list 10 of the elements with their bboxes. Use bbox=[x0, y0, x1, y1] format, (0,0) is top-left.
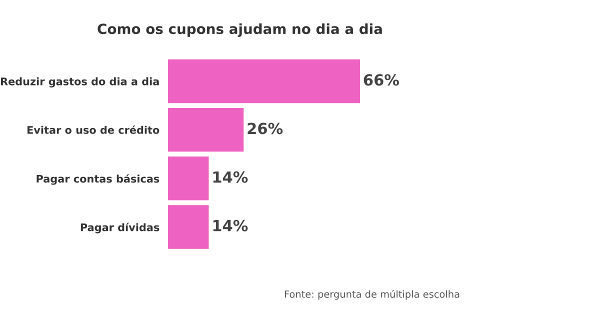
data-label: 14% bbox=[213, 220, 248, 232]
y-tick-label: Pagar dívidas bbox=[80, 222, 160, 234]
data-label: 14% bbox=[213, 171, 248, 183]
data-label: 26% bbox=[248, 122, 283, 134]
source-note: Fonte: pergunta de múltipla escolha bbox=[284, 290, 460, 300]
y-tick-label: Pagar contas básicas bbox=[36, 174, 160, 185]
y-tick-label: Evitar o uso de crédito bbox=[28, 125, 160, 134]
chart-title: Como os cupons ajudam no dia a dia bbox=[98, 23, 382, 37]
data-label: 66% bbox=[364, 74, 399, 86]
y-tick-label: Reduzir gastos do dia a dia bbox=[0, 77, 159, 88]
